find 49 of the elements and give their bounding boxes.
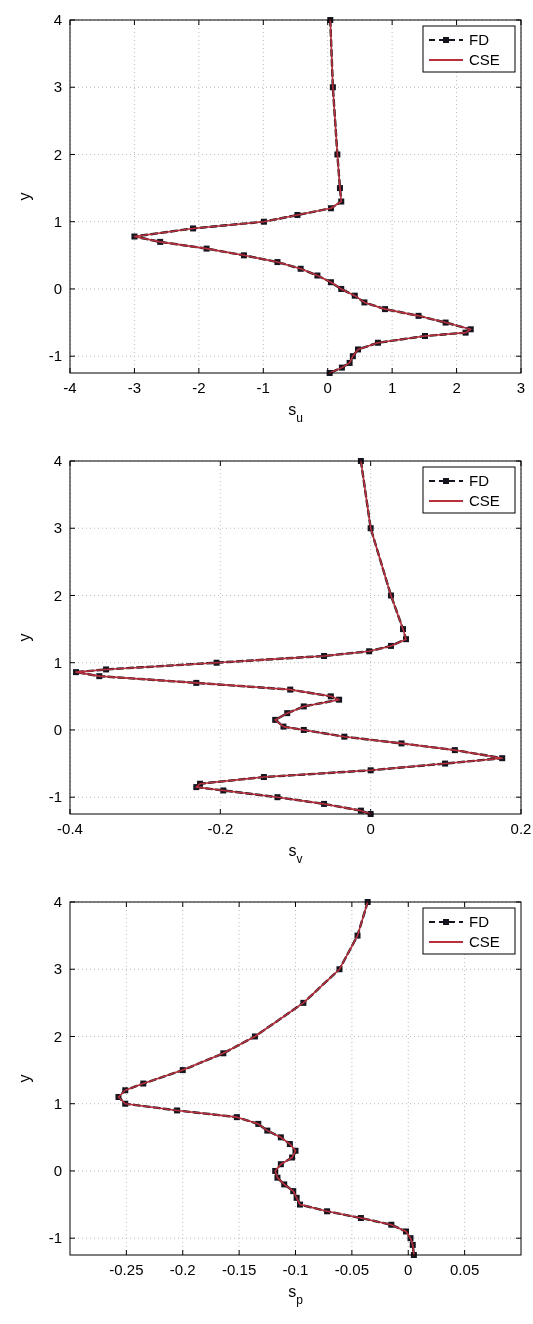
y-tick-label: 0 [53,280,62,298]
x-axis-title: s$_{u}$ [288,401,303,425]
x-tick-label: -0.15 [222,1261,257,1278]
y-tick-label: 2 [53,145,62,163]
x-tick-label: -2 [192,379,206,396]
legend-label: CSE [469,492,500,510]
x-axis-title: s$_{p}$ [288,1283,304,1307]
x-axis-title: s$_{v}$ [288,842,303,866]
y-tick-label: 2 [53,1027,62,1045]
y-axis-title: y [16,633,33,642]
x-tick-label: 0 [323,379,332,396]
y-axis-title: y [16,1074,33,1083]
y-tick-label: -1 [48,347,62,365]
y-tick-label: 3 [53,78,62,96]
x-tick-label: 0 [366,820,375,837]
legend-label: CSE [469,933,500,951]
y-tick-label: 4 [53,452,62,470]
y-axis-title: y [16,192,33,201]
x-tick-label: -0.4 [57,820,83,837]
legend-label: FD [469,472,490,490]
y-tick-label: 1 [53,212,62,230]
legend-label: FD [469,31,490,49]
y-tick-label: 3 [53,519,62,537]
x-tick-label: 2 [452,379,461,396]
y-tick-label: 0 [53,1162,62,1180]
y-tick-label: 0 [53,721,62,739]
x-tick-label: 0 [404,1261,413,1278]
legend-label: FD [469,913,490,931]
x-tick-label: -1 [256,379,270,396]
y-tick-label: 1 [53,653,62,671]
x-tick-label: -0.1 [282,1261,309,1278]
y-tick-label: 2 [53,586,62,604]
x-tick-label: -0.05 [334,1261,369,1278]
x-tick-label: -3 [127,379,142,396]
y-tick-label: -1 [48,788,62,806]
x-tick-label: 1 [387,379,397,396]
x-tick-label: -4 [63,379,77,396]
x-tick-label: -0.2 [169,1261,196,1278]
y-tick-label: 4 [53,893,62,911]
x-tick-label: -0.2 [207,820,234,837]
x-tick-label: -0.25 [109,1261,144,1278]
y-tick-label: 4 [53,11,62,29]
x-tick-label: 0.2 [510,820,532,837]
y-tick-label: -1 [48,1229,62,1247]
y-tick-label: 1 [53,1094,62,1112]
legend-label: CSE [469,51,500,69]
x-tick-label: 3 [516,379,526,396]
y-tick-label: 3 [53,960,62,978]
x-tick-label: 0.05 [450,1261,480,1278]
